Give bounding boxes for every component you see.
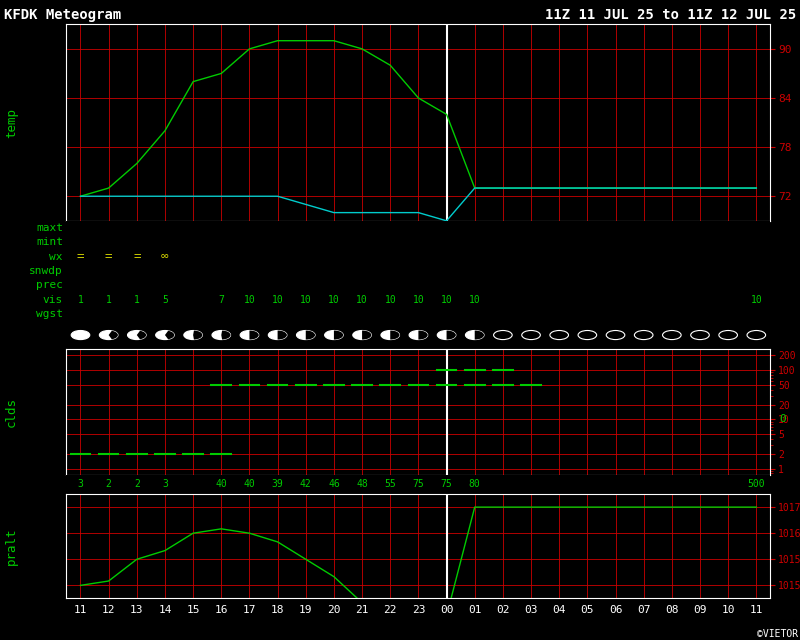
Circle shape: [156, 330, 174, 340]
Wedge shape: [165, 331, 174, 339]
Text: =: =: [105, 250, 112, 263]
Circle shape: [522, 330, 540, 340]
Text: 11Z 11 JUL 25 to 11Z 12 JUL 25: 11Z 11 JUL 25 to 11Z 12 JUL 25: [545, 8, 796, 22]
Text: 10: 10: [413, 295, 424, 305]
Wedge shape: [109, 331, 118, 339]
Y-axis label: pralt: pralt: [5, 527, 18, 565]
Text: 500: 500: [747, 479, 765, 490]
Circle shape: [127, 330, 146, 340]
Text: 75: 75: [441, 479, 453, 490]
Circle shape: [466, 330, 484, 340]
Wedge shape: [193, 330, 202, 340]
Circle shape: [719, 330, 738, 340]
Text: =: =: [133, 250, 141, 263]
Text: 10: 10: [272, 295, 283, 305]
Text: 7: 7: [218, 295, 224, 305]
Text: 75: 75: [413, 479, 424, 490]
Circle shape: [494, 330, 512, 340]
Wedge shape: [362, 330, 371, 340]
Text: 80: 80: [469, 479, 481, 490]
Text: 10: 10: [384, 295, 396, 305]
Text: 0: 0: [779, 414, 786, 424]
Circle shape: [381, 330, 399, 340]
Text: 1: 1: [106, 295, 111, 305]
Text: 39: 39: [272, 479, 283, 490]
Wedge shape: [390, 330, 399, 340]
Circle shape: [409, 330, 428, 340]
Text: snwdp: snwdp: [29, 266, 63, 276]
Text: vis: vis: [42, 295, 63, 305]
Text: 5: 5: [162, 295, 168, 305]
Text: 40: 40: [215, 479, 227, 490]
Text: 10: 10: [750, 295, 762, 305]
Circle shape: [212, 330, 230, 340]
Wedge shape: [250, 330, 258, 340]
Text: maxt: maxt: [36, 223, 63, 233]
Y-axis label: clds: clds: [5, 397, 18, 427]
Wedge shape: [474, 330, 484, 340]
Circle shape: [353, 330, 371, 340]
Circle shape: [690, 330, 710, 340]
Circle shape: [550, 330, 569, 340]
Circle shape: [578, 330, 597, 340]
Text: 40: 40: [243, 479, 255, 490]
Wedge shape: [306, 330, 315, 340]
Text: 3: 3: [78, 479, 83, 490]
Circle shape: [325, 330, 343, 340]
Circle shape: [240, 330, 258, 340]
Text: 48: 48: [356, 479, 368, 490]
Text: KFDK Meteogram: KFDK Meteogram: [4, 8, 122, 22]
Text: 1: 1: [134, 295, 140, 305]
Y-axis label: temp: temp: [5, 108, 18, 138]
Circle shape: [268, 330, 287, 340]
Text: 10: 10: [328, 295, 340, 305]
Wedge shape: [418, 330, 428, 340]
Text: 10: 10: [441, 295, 453, 305]
Circle shape: [184, 330, 202, 340]
Text: 10: 10: [356, 295, 368, 305]
Text: 55: 55: [384, 479, 396, 490]
Circle shape: [297, 330, 315, 340]
Wedge shape: [446, 330, 456, 340]
Circle shape: [747, 330, 766, 340]
Text: 10: 10: [469, 295, 481, 305]
Text: 3: 3: [162, 479, 168, 490]
Text: 1: 1: [78, 295, 83, 305]
Wedge shape: [278, 330, 287, 340]
Wedge shape: [334, 330, 343, 340]
Wedge shape: [222, 330, 230, 340]
Text: 46: 46: [328, 479, 340, 490]
Circle shape: [71, 330, 90, 340]
Text: wgst: wgst: [36, 309, 63, 319]
Text: =: =: [77, 250, 84, 263]
Circle shape: [634, 330, 653, 340]
Text: ∞: ∞: [162, 250, 169, 263]
Circle shape: [438, 330, 456, 340]
Text: ©VIETOR: ©VIETOR: [758, 629, 798, 639]
Text: 10: 10: [243, 295, 255, 305]
Text: wx: wx: [50, 252, 63, 262]
Text: prec: prec: [36, 280, 63, 291]
Circle shape: [662, 330, 681, 340]
Text: 2: 2: [106, 479, 111, 490]
Text: 2: 2: [134, 479, 140, 490]
Circle shape: [606, 330, 625, 340]
Text: 10: 10: [300, 295, 312, 305]
Text: mint: mint: [36, 237, 63, 247]
Text: 42: 42: [300, 479, 312, 490]
Circle shape: [99, 330, 118, 340]
Wedge shape: [137, 331, 146, 339]
